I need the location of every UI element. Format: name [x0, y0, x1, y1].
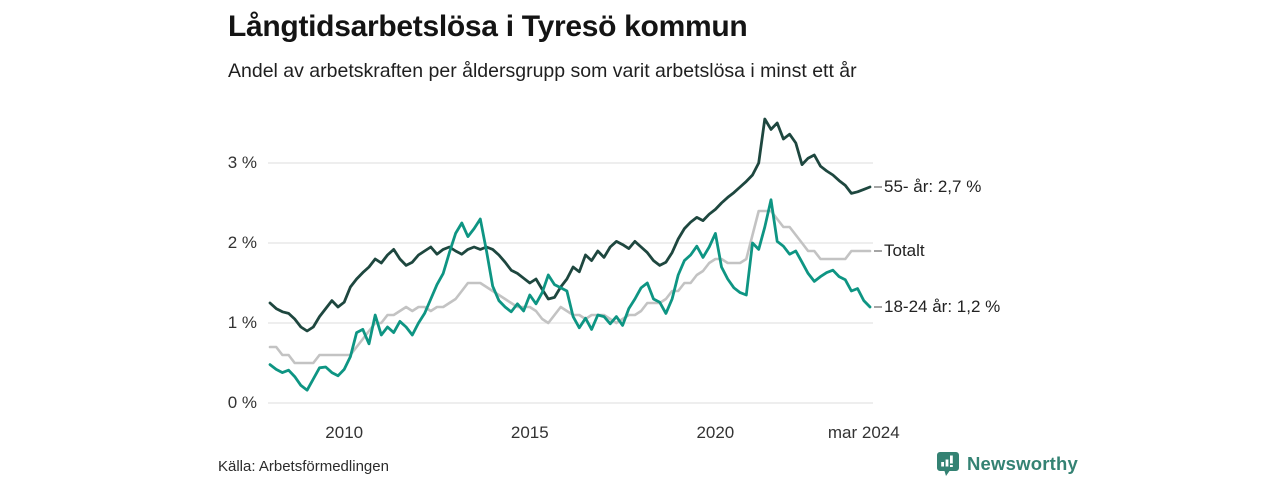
source-note: Källa: Arbetsförmedlingen: [218, 458, 389, 475]
newsworthy-wordmark: Newsworthy: [967, 453, 1078, 474]
x-axis-tick-label: 2010: [325, 423, 364, 442]
y-axis-tick-label: 1 %: [227, 313, 257, 332]
newsworthy-logo-icon: [936, 451, 960, 477]
y-axis-tick-label: 3 %: [227, 153, 257, 172]
series-end-label-totalt: Totalt: [884, 241, 925, 260]
series-end-label-18-24: 18-24 år: 1,2 %: [884, 297, 1001, 316]
y-axis-tick-label: 2 %: [227, 233, 257, 252]
chart-title: Långtidsarbetslösa i Tyresö kommun: [228, 10, 748, 43]
x-axis-tick-label: mar 2024: [827, 423, 900, 442]
y-axis-tick-label: 0 %: [227, 393, 257, 412]
chart-subtitle: Andel av arbetskraften per åldersgrupp s…: [228, 60, 857, 82]
newsworthy-brand: Newsworthy: [936, 451, 1078, 477]
series-end-label-55: 55- år: 2,7 %: [884, 177, 982, 196]
x-axis-tick-label: 2020: [696, 423, 735, 442]
x-axis-tick-label: 2015: [510, 423, 549, 442]
